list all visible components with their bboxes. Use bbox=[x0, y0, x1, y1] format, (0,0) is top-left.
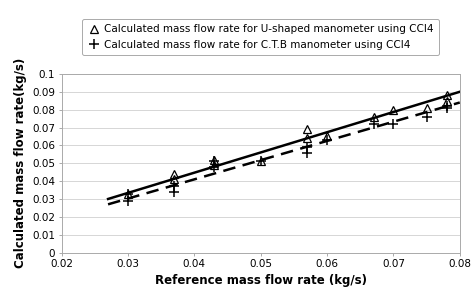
X-axis label: Reference mass flow rate (kg/s): Reference mass flow rate (kg/s) bbox=[155, 274, 367, 287]
Y-axis label: Calculated mass flow rate(kg/s): Calculated mass flow rate(kg/s) bbox=[14, 58, 27, 268]
Legend: Calculated mass flow rate for U-shaped manometer using CCl4, Calculated mass flo: Calculated mass flow rate for U-shaped m… bbox=[82, 19, 439, 55]
